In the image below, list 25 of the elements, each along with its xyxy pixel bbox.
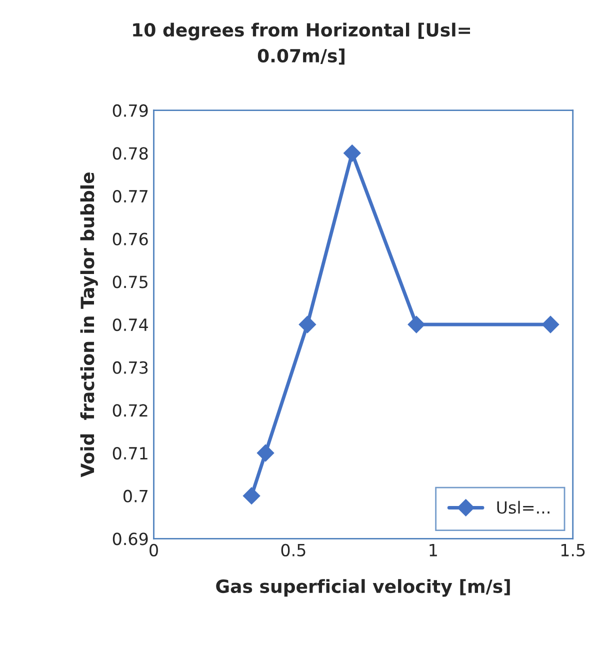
y-tick-label: 0.7 <box>124 490 148 502</box>
point <box>243 487 260 504</box>
x-axis-title: Gas superficial velocity [m/s] <box>216 579 510 597</box>
y-tick-label: 0.77 <box>112 190 148 203</box>
x-tick-label: 1 <box>430 544 437 556</box>
point <box>344 144 361 162</box>
y-tick-label: 0.79 <box>112 104 148 117</box>
point <box>542 316 560 334</box>
x-tick-label: 1.5 <box>561 544 585 556</box>
y-tick-label: 0.76 <box>112 232 148 246</box>
y-tick-label: 0.73 <box>112 361 148 374</box>
point <box>256 444 274 462</box>
chart-title: 10 degrees from Horizontal [Usl= 0.07m/s] <box>133 22 470 65</box>
y-tick-label: 0.72 <box>112 404 148 417</box>
y-tick-label: 0.71 <box>112 446 148 460</box>
point <box>298 316 316 334</box>
x-tick-label: 0.5 <box>281 544 306 556</box>
point <box>408 316 425 334</box>
y-tick-label: 0.78 <box>112 147 148 160</box>
y-tick-label: 0.74 <box>112 318 148 332</box>
y-tick-label: 0.69 <box>112 532 148 546</box>
x-tick-label: 0 <box>150 544 158 556</box>
legend-label: Usl=... <box>497 500 550 514</box>
y-tick-label: 0.75 <box>112 276 148 288</box>
y-axis-title: Void fraction in Taylor bubble <box>80 172 98 478</box>
